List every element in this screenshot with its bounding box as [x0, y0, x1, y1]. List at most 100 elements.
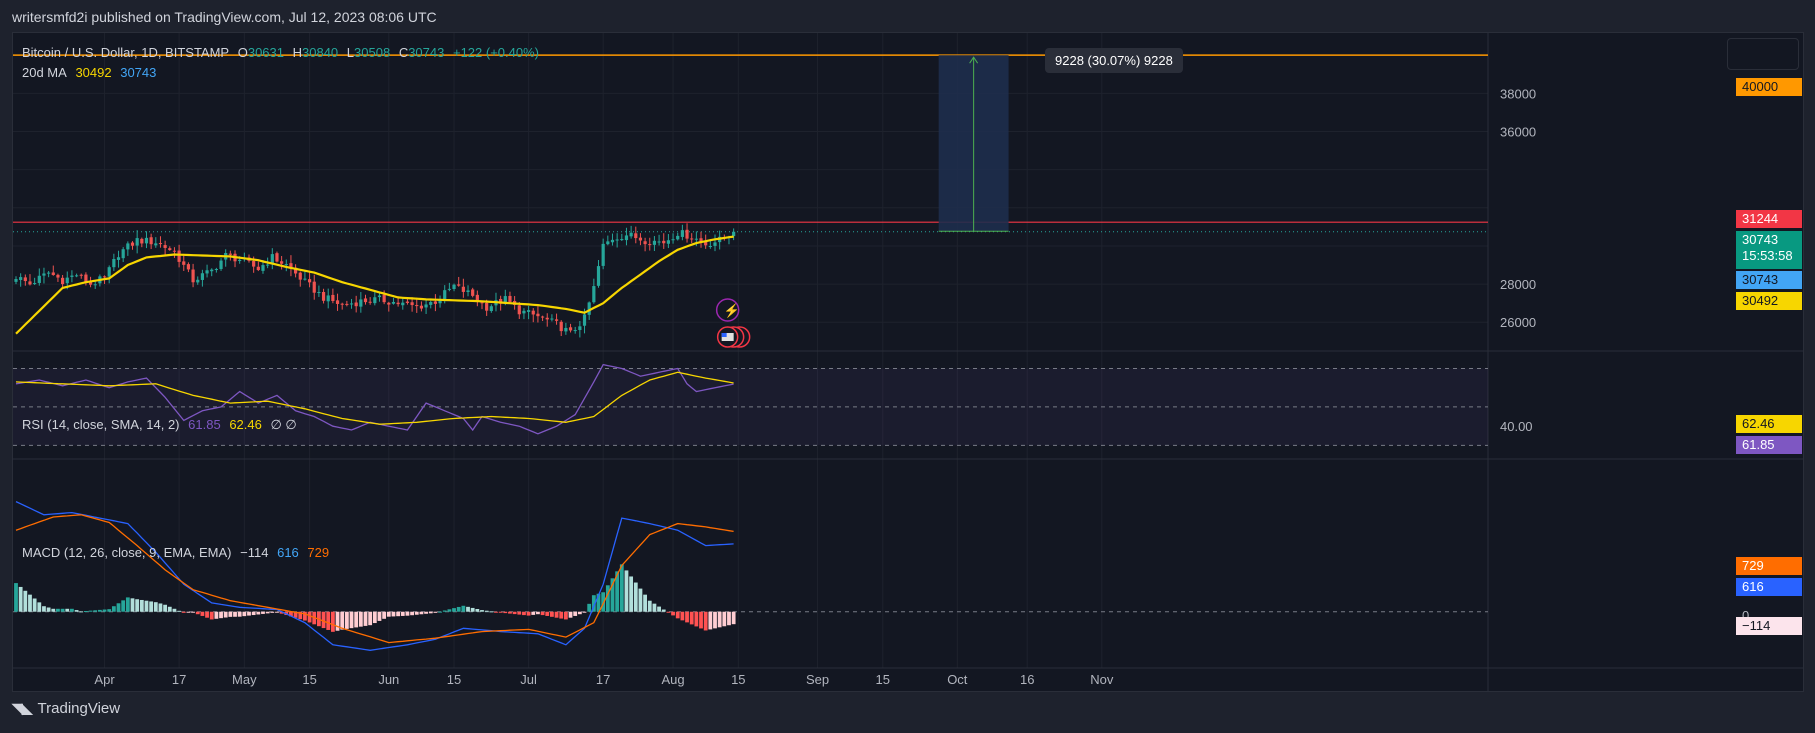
candle-body [354, 302, 358, 307]
countdown-value: 15:53:58 [1742, 248, 1793, 263]
macd-histogram-bar [111, 606, 116, 612]
macd-histogram-bar [484, 610, 489, 612]
chart-canvas[interactable]: ⚡ Apr 17 May 15 Jun 15 Jul 17 Aug 15 Sep 15 Oct 16 Nov… [13, 33, 1803, 691]
candle-body [312, 281, 316, 293]
candle-body [33, 283, 37, 285]
macd-histogram-bar [438, 611, 442, 613]
macd-histogram-bar [643, 594, 647, 612]
macd-histogram-bar [587, 603, 592, 612]
macd-histogram-bar [531, 611, 536, 615]
candle-body [424, 304, 428, 308]
macd-histogram-bar [158, 603, 163, 612]
macd-histogram-bar [79, 611, 84, 613]
candle-body [102, 276, 107, 278]
rsi-label: RSI (14, close, SMA, 14, 2) [22, 417, 180, 432]
candle-body [28, 281, 32, 285]
macd-histogram-bar [391, 611, 396, 617]
macd-histogram-bar [195, 611, 200, 615]
macd-histogram-bar [433, 611, 438, 613]
candle-body [37, 275, 41, 283]
macd-histogram-bar [708, 611, 713, 630]
candle-body [196, 279, 200, 283]
macd-histogram-bar [186, 611, 191, 613]
macd-histogram-bar [107, 609, 112, 612]
chart-frame[interactable]: ⚡ Apr 17 May 15 Jun 15 Jul 17 Aug 15 Sep 15 Oct 16 Nov… [12, 32, 1804, 692]
candle-body [419, 305, 424, 309]
macd-histogram-bar [619, 564, 624, 612]
macd-histogram-bar [37, 602, 42, 612]
candle-body [317, 292, 321, 294]
candle-body [112, 259, 116, 268]
candle-body [74, 275, 79, 277]
macd-histogram-bar [666, 611, 671, 613]
candle-body [382, 294, 386, 303]
candle-body [340, 303, 344, 305]
time-tick-label: Nov [1090, 672, 1114, 687]
time-tick-label: 15 [876, 672, 890, 687]
candle-body [592, 286, 596, 303]
macd-histogram-bar [424, 611, 428, 614]
symbol-name: Bitcoin / U.S. Dollar, 1D, BITSTAMP [22, 45, 230, 60]
footer-brand[interactable]: ◥◣ TradingView [12, 700, 120, 717]
ma-label: 20d MA [22, 65, 67, 80]
macd-histogram-bar [139, 599, 144, 612]
macd-histogram-bar [149, 601, 154, 612]
candle-body [690, 238, 694, 240]
candle-body [531, 310, 535, 315]
macd-histogram-bar [163, 604, 168, 612]
macd-histogram-bar [703, 611, 708, 631]
candle-body [168, 248, 172, 251]
macd-histogram-bar [540, 611, 545, 616]
candle-body [601, 243, 605, 266]
candle-body [23, 277, 27, 282]
macd-histogram-bar [93, 610, 98, 612]
candle-body [79, 274, 83, 276]
candle-body [685, 229, 689, 239]
macd-histogram-bar [84, 610, 88, 612]
macd-histogram-bar [289, 611, 293, 617]
macd-histogram-bar [144, 600, 149, 612]
candle-body [42, 273, 46, 276]
candle-body [485, 302, 489, 311]
candle-body [704, 240, 708, 246]
macd-histogram-bar [177, 610, 181, 612]
chart-settings-button[interactable] [1727, 38, 1799, 70]
candle-body [568, 327, 573, 331]
candle-body [578, 326, 582, 330]
macd-histogram-bar [228, 611, 233, 617]
candle-body [294, 267, 298, 274]
candle-body [638, 237, 643, 241]
macd-histogram-bar [517, 611, 522, 615]
macd-histogram-bar [382, 611, 387, 619]
macd-hist-value: −114 [240, 545, 269, 560]
candle-body [345, 303, 349, 305]
candle-body [51, 272, 55, 276]
candle-body [191, 269, 195, 283]
open-value: 30631 [247, 45, 284, 60]
macd-histogram-bar [42, 606, 46, 612]
macd-histogram-bar [601, 592, 606, 612]
candle-body [280, 261, 284, 264]
macd-histogram-bar [629, 576, 634, 612]
signal-value: 729 [307, 545, 330, 560]
candle-body [480, 302, 484, 304]
candle-body [457, 284, 461, 286]
close-price-box: 30743 [1736, 271, 1802, 289]
candle-body [205, 270, 209, 274]
macd-histogram-bar [330, 611, 335, 632]
macd-histogram-bar [242, 611, 247, 617]
macd-histogram-bar [135, 599, 140, 612]
candle-body [307, 279, 312, 283]
candle-body [84, 274, 88, 283]
last-price-box: 30743 15:53:58 [1736, 231, 1802, 269]
macd-histogram-bar [153, 602, 158, 612]
candle-body [391, 301, 396, 304]
macd-histogram-bar [577, 611, 582, 615]
change-value: +122 (+0.40%) [452, 45, 539, 60]
macd-histogram-bar [270, 611, 275, 613]
macd-histogram-bar [219, 611, 223, 619]
macd-histogram-bar [447, 609, 452, 612]
candle-body [620, 239, 624, 241]
candle-body [266, 264, 270, 266]
candle-body [522, 310, 526, 314]
